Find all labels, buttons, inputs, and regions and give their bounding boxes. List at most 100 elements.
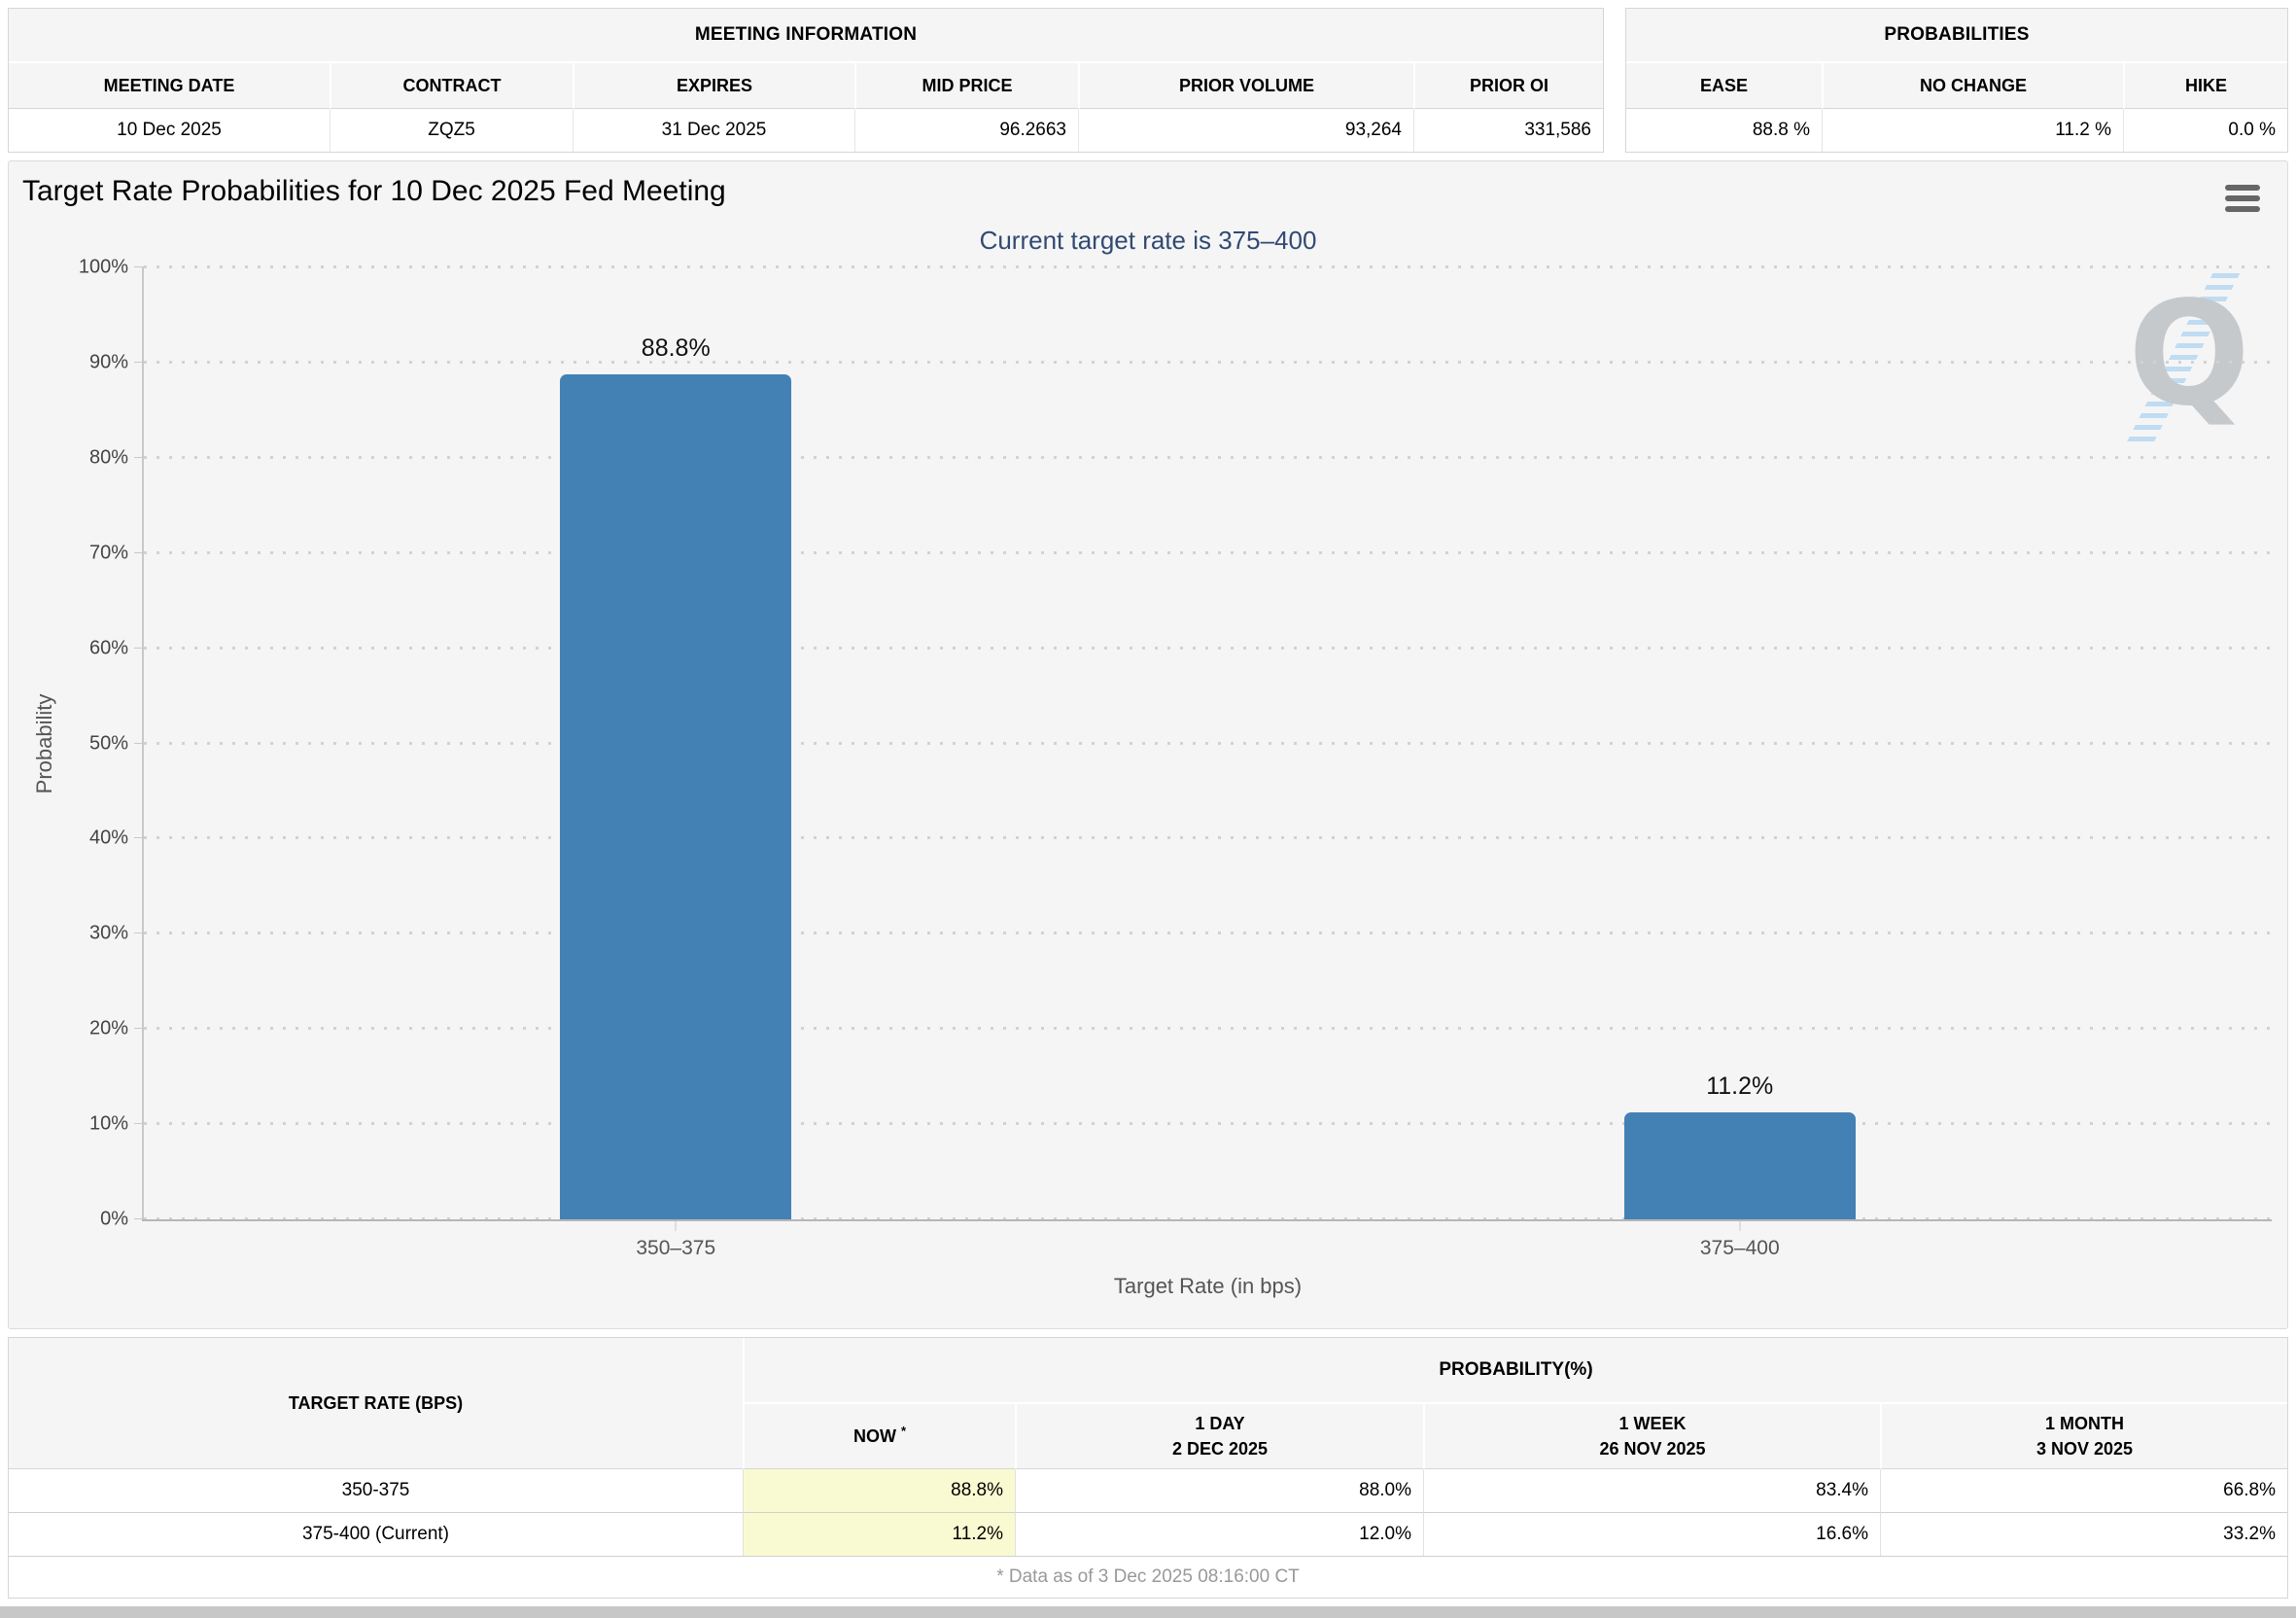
probability-group-header: PROBABILITY(%) [743,1338,2287,1404]
no-change-value: 11.2 % [1822,109,2123,152]
category-tick [1739,1219,1741,1231]
y-tick-mark [134,361,144,363]
now-cell: 11.2% [743,1512,1015,1556]
probabilities-table: PROBABILITIES EASE NO CHANGE HIKE 88.8 %… [1625,8,2288,153]
gridline [144,836,2272,840]
bar-value-label: 11.2% [1706,1073,1774,1101]
prior-oi-value: 331,586 [1413,109,1603,152]
chart-subtitle: Current target rate is 375–400 [979,226,1317,255]
y-tick-label: 0% [100,1208,128,1230]
y-tick-label: 90% [88,351,128,373]
col-header-expires: EXPIRES [573,61,854,109]
prior-volume-value: 93,264 [1078,109,1413,152]
y-tick-label: 10% [88,1112,128,1135]
now-asterisk: * [900,1424,907,1439]
col-header-meeting-date: MEETING DATE [9,61,330,109]
bar-375–400[interactable] [1623,1112,1856,1219]
y-tick-mark [134,837,144,839]
gridline [144,741,2272,745]
x-axis-title: Target Rate (in bps) [1113,1274,1303,1298]
col-header-1-month: 1 MONTH 3 NOV 2025 [1880,1404,2287,1469]
gridline [144,1027,2272,1031]
category-label: 350–375 [636,1237,716,1259]
data-as-of-footnote: * Data as of 3 Dec 2025 08:16:00 CT [9,1556,2287,1598]
fedwatch-page: MEETING INFORMATION MEETING DATE CONTRAC… [0,8,2296,1618]
probability-subheader-row: NOW * 1 DAY 2 DEC 2025 1 WEEK 26 NOV 2025 … [9,1404,2287,1469]
one-day-cell: 12.0% [1015,1512,1423,1556]
col-header-ease: EASE [1626,61,1822,109]
y-tick-label: 30% [88,922,128,944]
y-tick-mark [134,932,144,934]
probabilities-data-row: 88.8 % 11.2 % 0.0 % [1626,109,2287,152]
expires-value: 31 Dec 2025 [573,109,854,152]
y-tick-mark [134,266,144,267]
mid-price-value: 96.2663 [854,109,1078,152]
top-tables-row: MEETING INFORMATION MEETING DATE CONTRAC… [8,8,2288,153]
meeting-information-data-row: 10 Dec 2025 ZQZ5 31 Dec 2025 96.2663 93,… [9,109,1603,152]
col-header-now: NOW * [743,1404,1015,1469]
ease-value: 88.8 % [1626,109,1822,152]
quikstrike-logo-watermark: Q [2110,270,2256,446]
y-tick-mark [134,647,144,649]
bar-350–375[interactable] [560,373,792,1219]
table-row-350-375: 350-375 88.8% 88.0% 83.4% 66.8% [9,1469,2287,1512]
logo-q-letter: Q [2128,270,2250,438]
col-header-hike: HIKE [2123,61,2287,109]
one-week-cell: 16.6% [1423,1512,1880,1556]
one-month-cell: 66.8% [1880,1469,2287,1512]
gridline [144,265,2272,268]
probabilities-caption: PROBABILITIES [1626,9,2287,61]
meeting-information-table: MEETING INFORMATION MEETING DATE CONTRAC… [8,8,1604,153]
target-rate-chart-panel: Target Rate Probabilities for 10 Dec 202… [8,160,2288,1329]
bottom-scroll-strip [0,1606,2296,1618]
y-tick-mark [134,456,144,458]
y-tick-mark [134,742,144,744]
y-tick-label: 70% [88,542,128,564]
gridline [144,550,2272,554]
probability-history-table: TARGET RATE (BPS) PROBABILITY(%) NOW * 1… [8,1337,2288,1599]
y-tick-mark [134,551,144,553]
col-header-prior-oi: PRIOR OI [1413,61,1603,109]
now-cell: 88.8% [743,1469,1015,1512]
category-tick [675,1219,677,1231]
hamburger-icon [2225,185,2260,191]
col-header-1-week: 1 WEEK 26 NOV 2025 [1423,1404,1880,1469]
gridline [144,1217,2272,1220]
chart-title: Target Rate Probabilities for 10 Dec 202… [22,175,726,207]
col-header-no-change: NO CHANGE [1822,61,2123,109]
col-header-mid-price: MID PRICE [854,61,1078,109]
one-day-cell: 88.0% [1015,1469,1423,1512]
hike-value: 0.0 % [2123,109,2287,152]
chart-menu-button[interactable] [2225,185,2260,217]
one-month-cell: 33.2% [1880,1512,2287,1556]
gridline [144,1122,2272,1126]
col-header-contract: CONTRACT [330,61,573,109]
y-axis-title: Probability [32,693,56,793]
meeting-information-caption: MEETING INFORMATION [9,9,1603,61]
category-label: 375–400 [1699,1237,1780,1259]
col-header-prior-volume: PRIOR VOLUME [1078,61,1413,109]
y-tick-label: 20% [88,1017,128,1039]
col-header-1-day: 1 DAY 2 DEC 2025 [1015,1404,1423,1469]
table-row-375-400-current: 375-400 (Current) 11.2% 12.0% 16.6% 33.2… [9,1512,2287,1556]
gridline [144,932,2272,935]
y-tick-label: 40% [88,827,128,849]
y-tick-label: 50% [88,732,128,754]
target-rate-bps-header: TARGET RATE (BPS) [9,1338,743,1469]
gridline [144,360,2272,364]
gridline [144,455,2272,459]
contract-value: ZQZ5 [330,109,573,152]
y-tick-mark [134,1218,144,1219]
y-tick-mark [134,1028,144,1030]
y-tick-label: 80% [88,446,128,469]
rate-cell: 350-375 [9,1469,743,1512]
bar-value-label: 88.8% [641,334,711,362]
y-tick-label: 100% [78,256,128,278]
probabilities-header-row: EASE NO CHANGE HIKE [1626,61,2287,109]
gridline [144,646,2272,650]
plot-area: Q Probability Target Rate (in bps) 0% 10%… [32,257,2272,1298]
meeting-information-header-row: MEETING DATE CONTRACT EXPIRES MID PRICE … [9,61,1603,109]
rate-cell: 375-400 (Current) [9,1512,743,1556]
meeting-date-value: 10 Dec 2025 [9,109,330,152]
one-week-cell: 83.4% [1423,1469,1880,1512]
